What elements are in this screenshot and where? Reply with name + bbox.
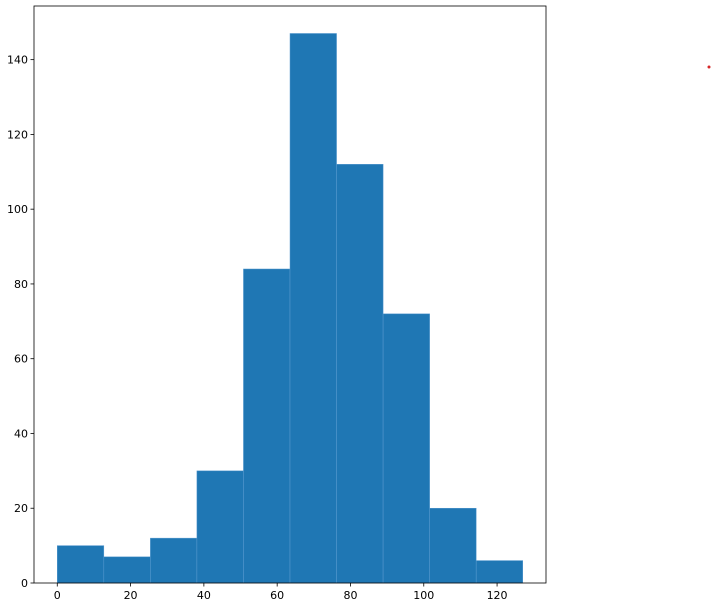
y-tick-label: 140 <box>7 54 28 67</box>
bar <box>196 470 244 584</box>
bar <box>429 507 477 584</box>
y-tick-label: 0 <box>21 577 28 590</box>
x-tick-label: 100 <box>413 589 434 602</box>
plot-frame <box>33 5 547 584</box>
bar <box>382 313 430 584</box>
x-tick-label: 120 <box>487 589 508 602</box>
y-tick-label: 40 <box>14 427 28 440</box>
bar <box>475 560 523 584</box>
y-tick-label: 60 <box>14 353 28 366</box>
x-tick-label: 40 <box>197 589 211 602</box>
bar <box>103 556 151 584</box>
x-tick-label: 80 <box>343 589 357 602</box>
bar <box>150 537 198 584</box>
bar <box>243 268 291 584</box>
marker-dot <box>707 65 711 69</box>
bar <box>289 33 337 584</box>
x-tick-label: 20 <box>124 589 138 602</box>
y-tick-label: 100 <box>7 203 28 216</box>
bar <box>336 164 384 584</box>
y-tick-label: 120 <box>7 128 28 141</box>
bar <box>57 545 105 584</box>
x-tick-label: 0 <box>54 589 61 602</box>
y-tick-label: 80 <box>14 278 28 291</box>
x-tick-label: 60 <box>270 589 284 602</box>
y-tick-label: 20 <box>14 502 28 515</box>
